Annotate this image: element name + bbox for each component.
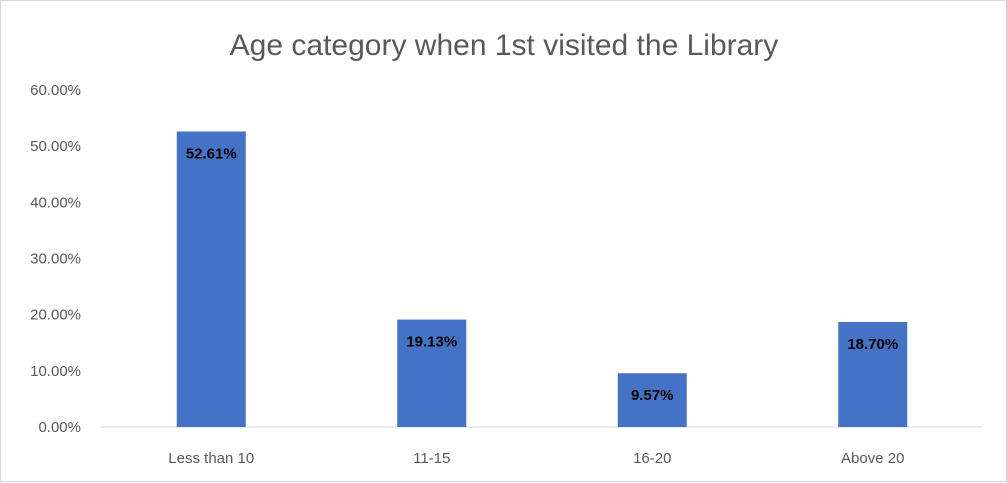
bar-data-label: 9.57%	[631, 387, 674, 404]
y-tick-label: 40.00%	[30, 194, 81, 211]
y-tick-label: 0.00%	[38, 419, 81, 436]
x-tick-label: Less than 10	[168, 450, 254, 467]
x-axis-labels: Less than 10 11-15 16-20 Above 20	[168, 450, 904, 467]
y-tick-label: 10.00%	[30, 363, 81, 380]
x-tick-label: Above 20	[841, 450, 904, 467]
data-labels-group: 52.61% 19.13% 9.57% 18.70%	[186, 146, 898, 405]
y-axis-ticks: 0.00% 10.00% 20.00% 30.00% 40.00% 50.00% 60.00…	[30, 82, 81, 436]
bar-data-label: 52.61%	[186, 146, 237, 163]
bar-data-label: 18.70%	[847, 336, 898, 353]
bar	[397, 319, 467, 427]
y-tick-label: 60.00%	[30, 82, 81, 99]
bar	[838, 321, 908, 427]
chart-title: Age category when 1st visited the Librar…	[230, 29, 779, 62]
bar	[176, 131, 246, 427]
x-tick-label: 11-15	[413, 450, 450, 467]
y-tick-label: 20.00%	[30, 307, 81, 324]
bar-data-label: 19.13%	[406, 334, 457, 351]
x-tick-label: 16-20	[633, 450, 671, 467]
bar	[617, 373, 687, 427]
bars-group	[176, 131, 908, 427]
y-tick-label: 50.00%	[30, 138, 81, 155]
y-tick-label: 30.00%	[30, 251, 81, 268]
